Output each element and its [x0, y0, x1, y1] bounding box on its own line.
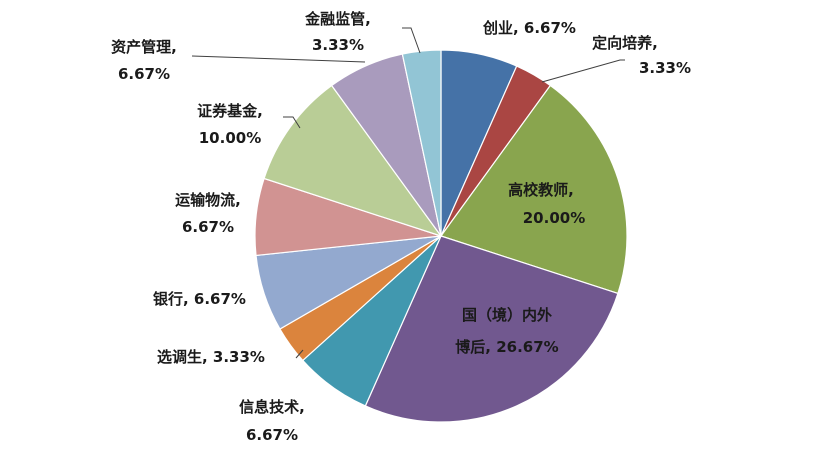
data-label: 信息技术, [239, 398, 305, 416]
data-label: 证券基金, [197, 102, 263, 120]
leader-line [295, 349, 304, 359]
data-label: 6.67% [118, 65, 170, 83]
data-label: 博后, 26.67% [455, 338, 558, 356]
data-label: 运输物流, [175, 191, 241, 209]
data-label: 3.33% [312, 36, 364, 54]
leader-line [191, 55, 366, 63]
data-label: 6.67% [246, 426, 298, 444]
data-labels: 创业, 6.67% 定向培养, 3.33% 高校教师, 20.00% 国（境）内外博后, … [111, 10, 691, 444]
data-label: 选调生, 3.33% [157, 348, 265, 366]
leader-line [541, 59, 625, 83]
pie-slice [364, 235, 619, 423]
data-label: 银行, 6.67% [153, 290, 246, 308]
data-label: 10.00% [199, 129, 261, 147]
data-label: 创业, 6.67% [482, 19, 576, 37]
data-label: 定向培养, [592, 34, 658, 52]
data-label: 国（境）内外 [462, 306, 552, 324]
data-label: 资产管理, [111, 38, 177, 56]
data-label: 6.67% [182, 218, 234, 236]
data-label: 高校教师, [508, 181, 574, 199]
leader-line [283, 116, 301, 129]
data-label: 3.33% [639, 59, 691, 77]
leader-lines [191, 27, 625, 359]
pie-slice [401, 49, 442, 237]
pie-slice [263, 84, 443, 238]
data-label: 金融监管, [304, 10, 371, 28]
data-label: 20.00% [523, 209, 585, 227]
pie-slices [254, 49, 628, 423]
leader-line [402, 27, 421, 54]
pie-slice [440, 84, 628, 295]
